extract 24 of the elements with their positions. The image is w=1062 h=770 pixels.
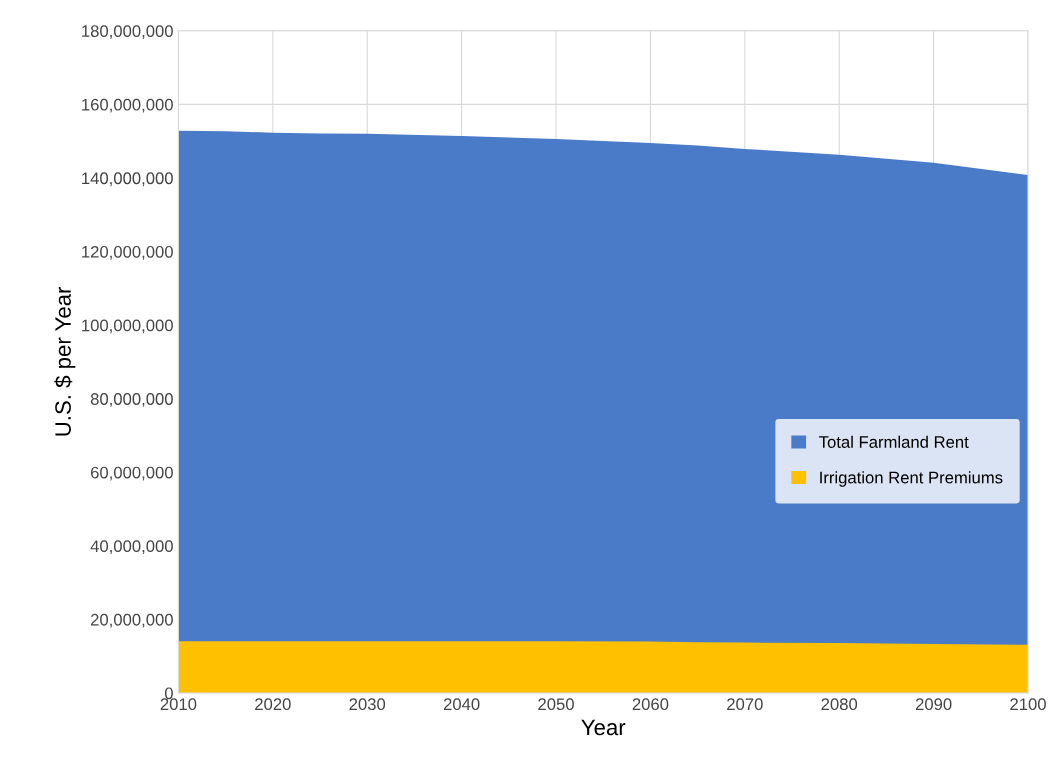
- y-tick-label: 40,000,000: [90, 540, 173, 555]
- y-tick-label: 80,000,000: [90, 393, 173, 407]
- y-tick-label: 140,000,000: [82, 172, 173, 187]
- x-tick-label: 2080: [821, 698, 858, 711]
- y-tick-label: 60,000,000: [91, 466, 173, 481]
- y-tick-label: 160,000,000: [82, 98, 173, 113]
- x-axis-title: Year: [581, 719, 626, 736]
- x-tick-label: 2010: [160, 698, 197, 711]
- legend-label: Total Farmland Rent: [819, 435, 969, 448]
- x-tick-label: 2030: [349, 698, 386, 711]
- legend-label: Irrigation Rent Premiums: [820, 471, 1003, 487]
- x-tick-label: 2090: [915, 698, 952, 711]
- y-axis-title: U.S. $ per Year: [54, 286, 76, 436]
- y-tick-label: 180,000,000: [82, 25, 173, 39]
- y-tick-label: 0: [164, 687, 173, 700]
- x-tick-label: 2050: [538, 698, 574, 711]
- y-tick-label: 120,000,000: [82, 245, 173, 260]
- x-tick-label: 2100: [1010, 698, 1046, 711]
- y-tick-label: 20,000,000: [90, 613, 173, 628]
- x-tick-label: 2060: [632, 698, 669, 711]
- x-tick-label: 2020: [255, 698, 291, 711]
- x-tick-label: 2040: [443, 698, 480, 711]
- x-tick-label: 2070: [727, 698, 763, 711]
- y-tick-label: 100,000,000: [82, 319, 173, 334]
